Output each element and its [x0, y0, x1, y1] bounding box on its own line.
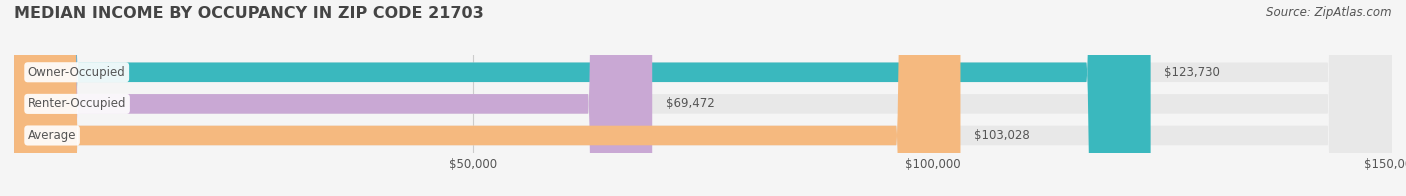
FancyBboxPatch shape	[14, 0, 1392, 196]
FancyBboxPatch shape	[14, 0, 652, 196]
Text: $69,472: $69,472	[666, 97, 714, 110]
FancyBboxPatch shape	[14, 0, 1150, 196]
FancyBboxPatch shape	[14, 0, 1392, 196]
Text: MEDIAN INCOME BY OCCUPANCY IN ZIP CODE 21703: MEDIAN INCOME BY OCCUPANCY IN ZIP CODE 2…	[14, 6, 484, 21]
FancyBboxPatch shape	[14, 0, 1392, 196]
Text: $103,028: $103,028	[974, 129, 1031, 142]
Text: Source: ZipAtlas.com: Source: ZipAtlas.com	[1267, 6, 1392, 19]
Text: Renter-Occupied: Renter-Occupied	[28, 97, 127, 110]
Text: Owner-Occupied: Owner-Occupied	[28, 66, 125, 79]
Text: Average: Average	[28, 129, 76, 142]
Text: $123,730: $123,730	[1164, 66, 1220, 79]
FancyBboxPatch shape	[14, 0, 960, 196]
